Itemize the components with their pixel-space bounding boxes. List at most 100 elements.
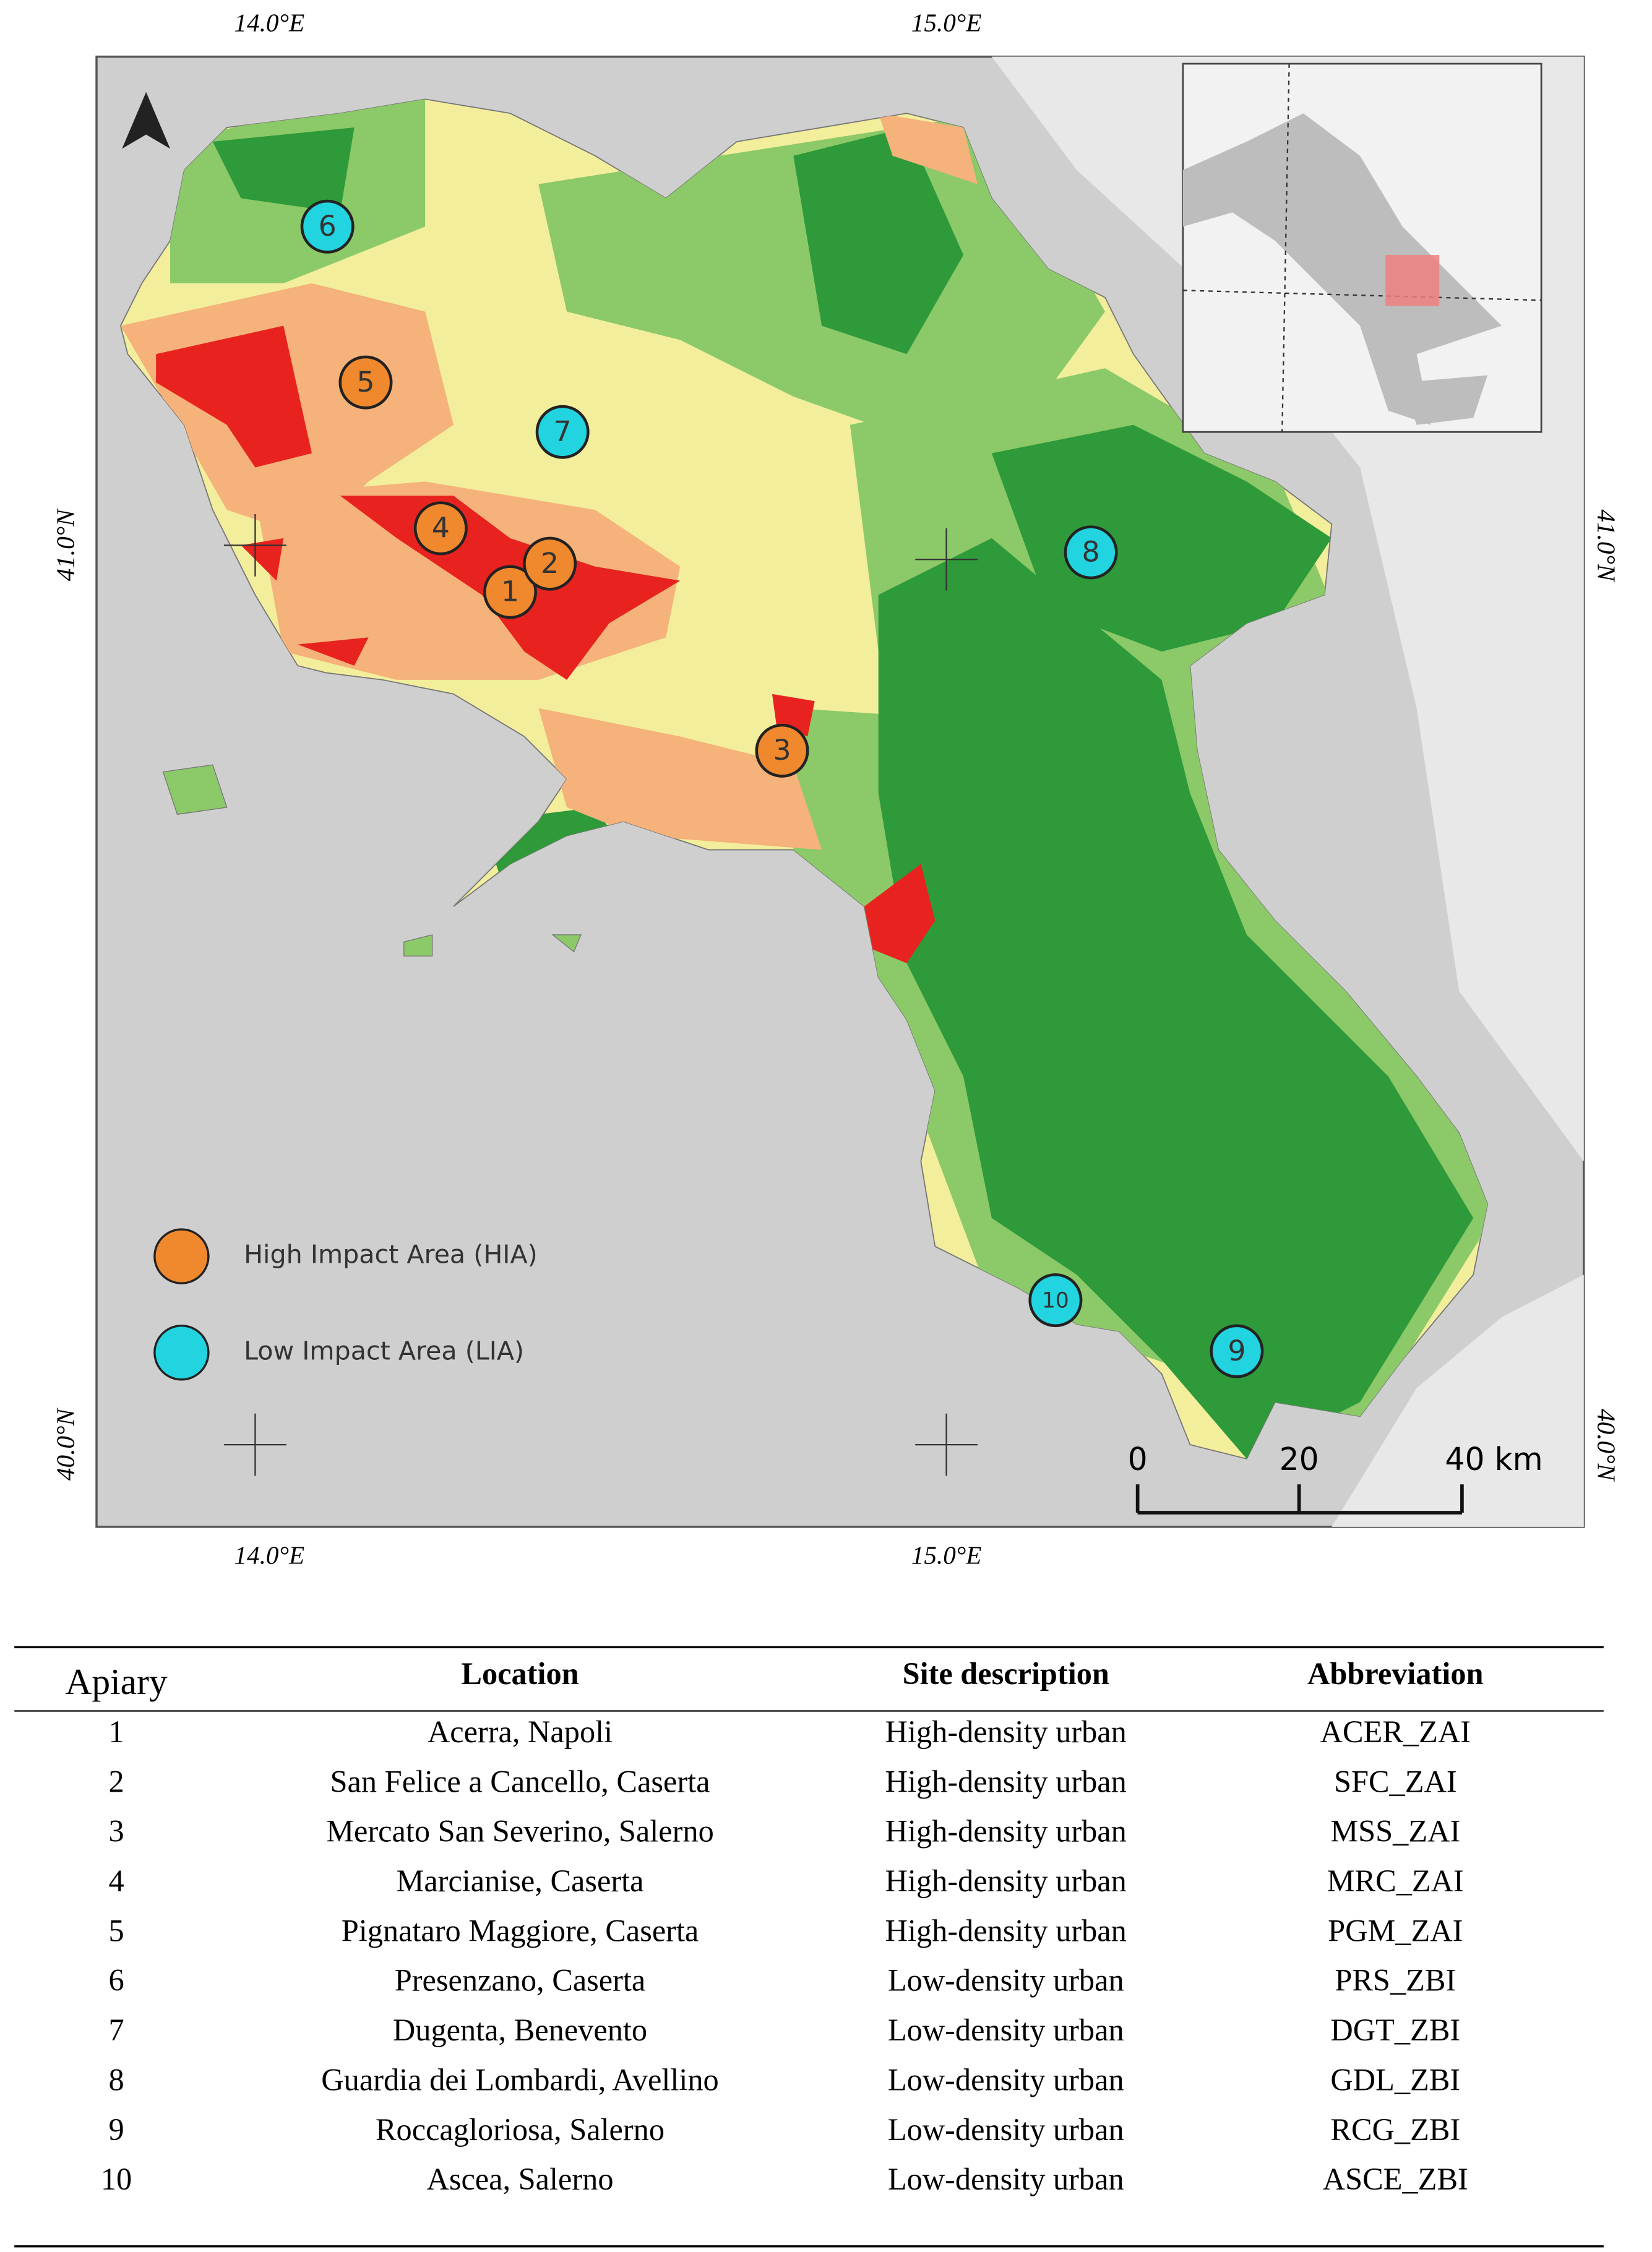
land-cover-patch <box>991 424 1332 652</box>
longitude-label: 15.0°E <box>911 9 982 37</box>
latitude-label: 41.0°N <box>51 508 80 582</box>
table-cell: 3 <box>108 1814 124 1849</box>
table-header: Location <box>461 1656 579 1691</box>
table-cell: Marcianise, Caserta <box>397 1863 644 1898</box>
legend-swatch <box>153 1228 210 1284</box>
table-cell: High-density urban <box>885 1814 1127 1849</box>
legend-label: High Impact Area (HIA) <box>244 1240 538 1270</box>
site-marker <box>413 501 468 556</box>
table-cell: 5 <box>108 1913 124 1948</box>
site-marker <box>300 199 355 254</box>
table-cell: 10 <box>101 2162 132 2196</box>
table-cell: Roccagloriosa, Salerno <box>376 2112 665 2147</box>
table-cell: Pignataro Maggiore, Caserta <box>342 1913 699 1948</box>
site-marker <box>755 723 809 778</box>
table-cell: Presenzano, Caserta <box>395 1963 646 1998</box>
table-cell: Low-density urban <box>888 2112 1124 2147</box>
table-cell: 6 <box>108 1963 124 1998</box>
inset-graticule <box>1182 290 1542 301</box>
table-cell: Ascea, Salerno <box>426 2162 613 2196</box>
island <box>551 934 582 953</box>
land-cover-patch <box>156 325 312 468</box>
legend-label: Low Impact Area (LIA) <box>244 1336 524 1365</box>
table-cell: Acerra, Napoli <box>428 1714 613 1749</box>
table-cell: MSS_ZAI <box>1330 1814 1460 1849</box>
table-cell: Low-density urban <box>888 2062 1124 2097</box>
table-cell: 9 <box>108 2112 124 2147</box>
site-marker <box>338 355 393 410</box>
latitude-label: 40.0°N <box>1592 1409 1620 1482</box>
table-cell: 1 <box>108 1714 124 1749</box>
site-label: 9 <box>1228 1334 1245 1367</box>
table-cell: GDL_ZBI <box>1330 2062 1460 2097</box>
site-marker <box>523 536 577 591</box>
site-label: 7 <box>554 415 572 448</box>
inset-island <box>1402 375 1488 425</box>
site-label: 2 <box>541 547 559 580</box>
table-header: Abbreviation <box>1307 1656 1483 1691</box>
longitude-label: 14.0°E <box>234 9 304 37</box>
land-outside <box>1331 1274 1584 1527</box>
table-cell: Low-density urban <box>888 2013 1124 2047</box>
site-marker <box>1064 525 1118 580</box>
island <box>403 934 433 956</box>
table-cell: 7 <box>108 2013 124 2047</box>
scale-label: 40 km <box>1445 1441 1542 1477</box>
land-cover-patch <box>212 127 355 213</box>
table-cell: MRC_ZAI <box>1327 1863 1464 1898</box>
table-cell: 4 <box>108 1863 124 1898</box>
table-cell: PRS_ZBI <box>1335 1963 1456 1998</box>
site-label: 10 <box>1042 1288 1069 1313</box>
longitude-label: 14.0°E <box>234 1541 304 1570</box>
site-label: 3 <box>773 734 791 767</box>
table-cell: ACER_ZAI <box>1320 1714 1471 1749</box>
table-cell: High-density urban <box>885 1913 1127 1948</box>
land-cover-patch <box>793 127 964 355</box>
inset-land <box>1182 113 1502 425</box>
inset-extent <box>1385 255 1440 306</box>
table-cell: DGT_ZBI <box>1330 2013 1460 2047</box>
land-cover-patch <box>864 864 936 963</box>
longitude-label: 15.0°E <box>911 1541 982 1570</box>
land-cover-patch <box>241 538 284 581</box>
table-cell: Low-density urban <box>888 2162 1124 2196</box>
island <box>162 764 228 815</box>
table-cell: SFC_ZAI <box>1334 1764 1457 1799</box>
site-marker <box>1210 1324 1264 1378</box>
table-cell: 8 <box>108 2062 124 2097</box>
table-cell: Mercato San Severino, Salerno <box>326 1814 714 1849</box>
table-cell: RCG_ZBI <box>1330 2112 1460 2147</box>
site-label: 6 <box>319 210 337 243</box>
latitude-label: 41.0°N <box>1592 509 1620 583</box>
table-cell: 2 <box>108 1764 124 1799</box>
table-cell: High-density urban <box>885 1863 1127 1898</box>
latitude-label: 40.0°N <box>51 1408 80 1481</box>
land-cover-patch <box>878 538 1474 1459</box>
legend-swatch <box>153 1325 210 1381</box>
land-cover-patch <box>298 637 369 666</box>
site-label: 5 <box>356 366 374 398</box>
table-cell: Guardia dei Lombardi, Avellino <box>321 2062 718 2097</box>
table-cell: ASCE_ZBI <box>1323 2162 1468 2196</box>
inset-graticule <box>1281 63 1290 432</box>
table-cell: High-density urban <box>885 1764 1127 1799</box>
table-cell: PGM_ZAI <box>1328 1913 1463 1948</box>
land-cover-patch <box>538 708 822 850</box>
north-arrow <box>122 92 171 149</box>
site-label: 4 <box>432 512 450 544</box>
site-label: 8 <box>1082 536 1100 569</box>
scale-label: 20 <box>1280 1441 1319 1477</box>
site-marker <box>483 565 537 619</box>
site-marker <box>1028 1273 1083 1328</box>
table-cell: San Felice a Cancello, Caserta <box>330 1764 710 1799</box>
table-header: Site description <box>903 1656 1109 1691</box>
table-cell: Dugenta, Benevento <box>393 2013 647 2047</box>
scale-label: 0 <box>1128 1441 1148 1477</box>
table-cell: High-density urban <box>885 1714 1127 1749</box>
land-cover-patch <box>878 113 978 184</box>
site-label: 1 <box>501 575 519 608</box>
table-header: Apiary <box>65 1661 168 1702</box>
site-marker <box>535 405 590 459</box>
